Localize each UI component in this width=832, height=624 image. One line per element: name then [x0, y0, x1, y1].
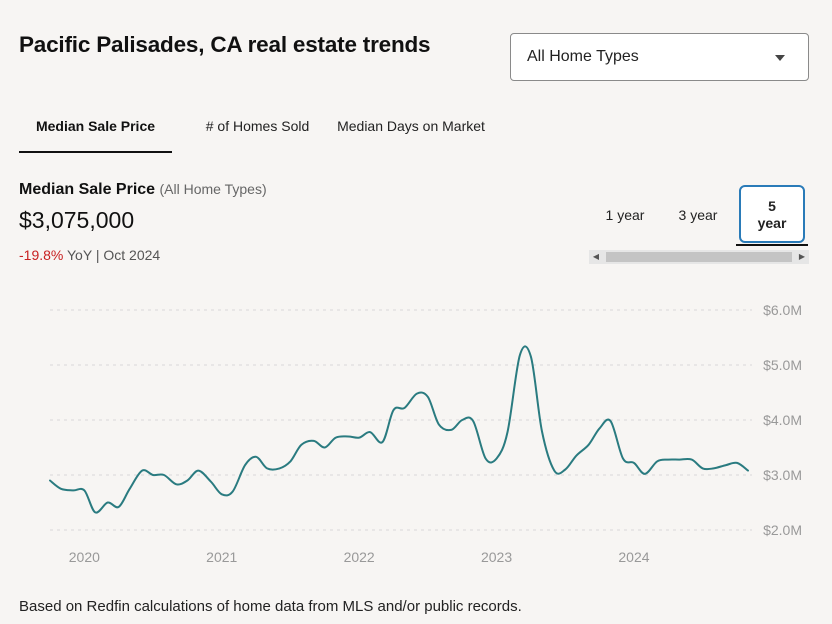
- stat-subtitle: (All Home Types): [159, 181, 267, 197]
- range-5-year-unit: year: [757, 215, 787, 231]
- range-active-underline: [736, 244, 808, 246]
- x-tick-label: 2024: [618, 549, 649, 565]
- x-tick-label: 2022: [344, 549, 375, 565]
- range-scrollbar[interactable]: ◀ ▶: [589, 250, 809, 264]
- tab-homes-sold[interactable]: # of Homes Sold: [205, 118, 310, 134]
- page-title: Pacific Palisades, CA real estate trends: [19, 32, 431, 57]
- x-tick-label: 2020: [69, 549, 100, 565]
- tab-median-sale-price[interactable]: Median Sale Price: [19, 104, 172, 153]
- tab-days-on-market[interactable]: Median Days on Market: [337, 118, 485, 134]
- stat-title: Median Sale Price (All Home Types): [19, 181, 267, 199]
- scroll-right-icon[interactable]: ▶: [798, 252, 806, 261]
- median-price-value: $3,075,000: [19, 207, 135, 233]
- metric-tabs: Median Sale Price # of Homes Sold Median…: [19, 104, 809, 154]
- median-price-chart: $2.0M $3.0M $4.0M $5.0M $6.0M 2020 2021 2022 202…: [49, 302, 802, 565]
- x-tick-label: 2023: [481, 549, 512, 565]
- scroll-left-icon[interactable]: ◀: [592, 252, 600, 261]
- data-source-footnote: Based on Redfin calculations of home dat…: [19, 598, 522, 615]
- range-5-year-button[interactable]: 5 year: [739, 185, 805, 243]
- y-tick-label: $3.0M: [763, 467, 802, 483]
- yoy-percent: -19.8%: [19, 247, 64, 263]
- home-type-dropdown[interactable]: All Home Types: [510, 33, 809, 81]
- stat-title-text: Median Sale Price: [19, 181, 156, 198]
- yoy-label: YoY: [67, 247, 92, 263]
- yoy-change: -19.8% YoY | Oct 2024: [19, 247, 160, 263]
- x-tick-label: 2021: [206, 549, 237, 565]
- y-tick-label: $6.0M: [763, 302, 802, 318]
- y-tick-label: $4.0M: [763, 412, 802, 428]
- scroll-thumb[interactable]: [606, 252, 792, 262]
- range-1-year-button[interactable]: 1 year: [605, 207, 645, 223]
- range-5-year-number: 5: [768, 198, 776, 214]
- median-price-line: [49, 345, 749, 514]
- home-type-selected: All Home Types: [527, 48, 639, 65]
- yoy-separator: |: [95, 247, 100, 263]
- yoy-period: Oct 2024: [103, 247, 161, 263]
- y-tick-label: $2.0M: [763, 522, 802, 538]
- chevron-down-icon[interactable]: [775, 55, 785, 61]
- range-3-year-button[interactable]: 3 year: [678, 207, 718, 223]
- y-tick-label: $5.0M: [763, 357, 802, 373]
